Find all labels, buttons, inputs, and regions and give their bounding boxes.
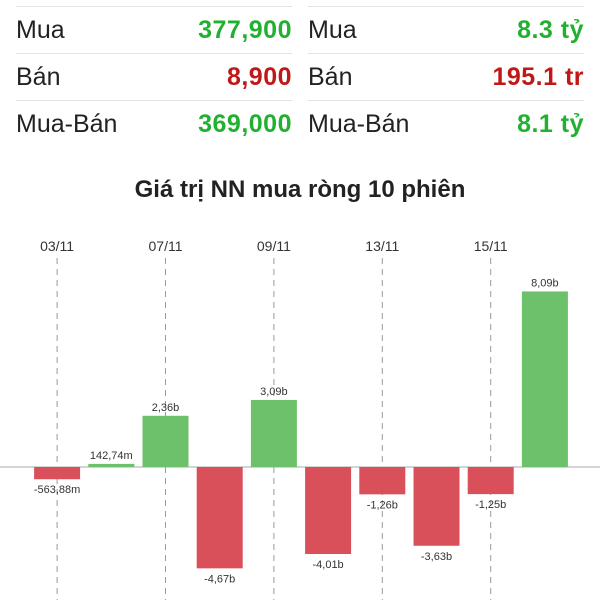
x-tick-label: 15/11 bbox=[474, 238, 508, 254]
stat-label: Bán bbox=[16, 62, 61, 91]
stat-row-sell-volume: Bán 8,900 bbox=[16, 54, 292, 101]
stat-value: 369,000 bbox=[198, 109, 292, 138]
data-label: -4,01b bbox=[312, 559, 343, 571]
data-label: 142,74m bbox=[90, 450, 133, 462]
volume-stats: Mua 377,900 Bán 8,900 Mua-Bán 369,000 bbox=[16, 6, 292, 147]
bar bbox=[88, 463, 135, 467]
x-tick-label: 03/11 bbox=[40, 238, 74, 254]
data-label: -563,88m bbox=[34, 484, 80, 496]
data-label: 3,09b bbox=[260, 386, 288, 398]
value-stats: Mua 8.3 tỷ Bán 195.1 tr Mua-Bán 8.1 tỷ bbox=[308, 6, 584, 147]
stat-label: Mua bbox=[16, 15, 65, 44]
stat-label: Bán bbox=[308, 62, 353, 91]
trade-stats: Mua 377,900 Bán 8,900 Mua-Bán 369,000 Mu… bbox=[0, 0, 600, 148]
stat-row-buy-volume: Mua 377,900 bbox=[16, 6, 292, 54]
stat-row-net-volume: Mua-Bán 369,000 bbox=[16, 101, 292, 147]
stat-label: Mua bbox=[308, 15, 357, 44]
bar bbox=[34, 467, 81, 480]
bar bbox=[413, 467, 460, 546]
stat-row-buy-value: Mua 8.3 tỷ bbox=[308, 6, 584, 54]
stat-value: 8,900 bbox=[226, 62, 292, 91]
data-label: -3,63b bbox=[421, 551, 452, 563]
chart-title: Giá trị NN mua ròng 10 phiên bbox=[134, 176, 466, 203]
bar bbox=[142, 415, 189, 467]
x-tick-label: 13/11 bbox=[365, 238, 399, 254]
bar bbox=[467, 467, 514, 495]
data-label: 8,09b bbox=[531, 277, 559, 289]
bar bbox=[250, 399, 297, 467]
bar bbox=[359, 467, 406, 495]
bar bbox=[521, 291, 568, 467]
stat-value: 8.3 tỷ bbox=[517, 15, 584, 44]
x-tick-label: 07/11 bbox=[149, 238, 183, 254]
data-label: -1,26b bbox=[367, 499, 398, 511]
stat-row-net-value: Mua-Bán 8.1 tỷ bbox=[308, 101, 584, 147]
bar bbox=[196, 467, 243, 569]
stat-label: Mua-Bán bbox=[16, 109, 118, 138]
stat-row-sell-value: Bán 195.1 tr bbox=[308, 54, 584, 101]
data-label: -1,25b bbox=[475, 499, 506, 511]
stat-value: 377,900 bbox=[198, 15, 292, 44]
data-label: 2,36b bbox=[152, 402, 180, 414]
data-label: -4,67b bbox=[204, 573, 235, 585]
bar bbox=[305, 467, 352, 555]
stat-value: 8.1 tỷ bbox=[517, 109, 584, 138]
stat-label: Mua-Bán bbox=[308, 109, 410, 138]
stat-value: 195.1 tr bbox=[492, 62, 584, 91]
x-tick-label: 09/11 bbox=[257, 238, 291, 254]
